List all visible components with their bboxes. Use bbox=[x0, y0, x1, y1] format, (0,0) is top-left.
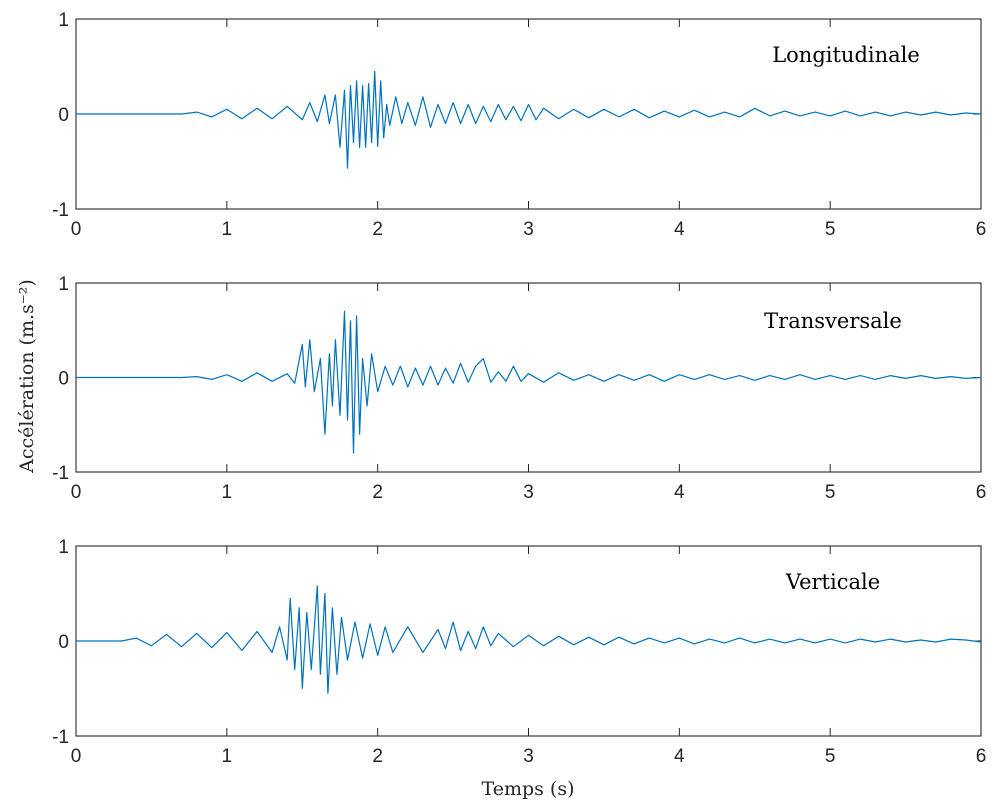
acceleration-trace bbox=[76, 310, 982, 454]
y-tick-label: 1 bbox=[58, 274, 69, 295]
shared-y-axis-label: Accélération (m.s⁻²) bbox=[16, 279, 38, 474]
x-tick-label: 2 bbox=[372, 219, 383, 240]
x-tick-label: 1 bbox=[222, 746, 233, 767]
y-tick-label: -1 bbox=[52, 463, 69, 484]
x-tick-label: 0 bbox=[71, 219, 82, 240]
x-tick-label: 5 bbox=[825, 746, 836, 767]
x-tick-label: 6 bbox=[976, 482, 987, 503]
panel-title: Verticale bbox=[785, 570, 880, 594]
x-tick-label: 2 bbox=[372, 482, 383, 503]
y-tick-label: 1 bbox=[58, 10, 69, 31]
x-tick-label: 0 bbox=[71, 746, 82, 767]
x-tick-label: 1 bbox=[222, 219, 233, 240]
x-tick-label: 4 bbox=[674, 746, 685, 767]
acceleration-trace bbox=[76, 70, 982, 169]
y-tick-label: 0 bbox=[58, 105, 69, 126]
acceleration-trace bbox=[76, 585, 982, 694]
x-tick-label: 3 bbox=[523, 219, 534, 240]
x-tick-label: 3 bbox=[523, 746, 534, 767]
x-tick-label: 1 bbox=[222, 482, 233, 503]
x-tick-label: 0 bbox=[71, 482, 82, 503]
shared-x-axis-label: Temps (s) bbox=[482, 778, 575, 800]
x-tick-label: 4 bbox=[674, 482, 685, 503]
panel-title: Transversale bbox=[764, 309, 902, 333]
y-tick-label: 0 bbox=[58, 632, 69, 653]
x-tick-label: 5 bbox=[825, 482, 836, 503]
y-tick-label: 1 bbox=[58, 537, 69, 558]
x-tick-label: 2 bbox=[372, 746, 383, 767]
x-tick-label: 6 bbox=[976, 746, 987, 767]
x-tick-label: 3 bbox=[523, 482, 534, 503]
panel-title: Longitudinale bbox=[772, 43, 920, 67]
y-tick-label: 0 bbox=[58, 369, 69, 390]
x-tick-label: 4 bbox=[674, 219, 685, 240]
x-tick-label: 6 bbox=[976, 219, 987, 240]
x-tick-label: 5 bbox=[825, 219, 836, 240]
y-tick-label: -1 bbox=[52, 200, 69, 221]
y-tick-label: -1 bbox=[52, 727, 69, 748]
